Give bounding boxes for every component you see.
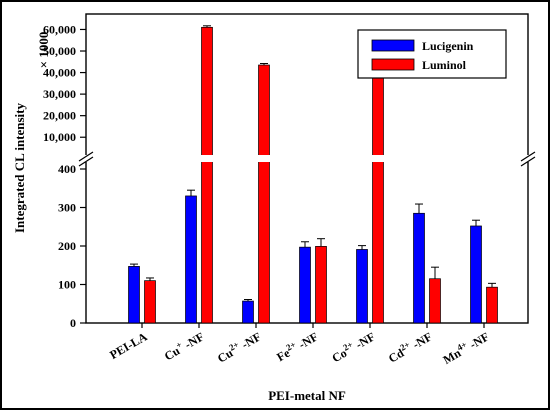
axis-break-mark [520, 156, 536, 167]
bar-lucigenin [356, 249, 368, 324]
x-category-label: Co2+ -NF [329, 328, 378, 366]
y-tick-label: 100 [58, 278, 76, 292]
chart-svg: 0 100 200 300 400 10,000 20,000 30,000 40,000 50,… [12, 13, 536, 403]
y-tick-label: 10,000 [43, 130, 76, 144]
axis-break [78, 151, 536, 167]
legend-swatch-luminol [371, 58, 415, 71]
x-category-label: Cd2+ -NF [385, 328, 435, 366]
bar-lucigenin [128, 266, 140, 324]
bar-luminol [315, 246, 327, 324]
y-tick-label: 20,000 [43, 109, 76, 123]
bar-luminol [372, 54, 384, 324]
y-tick-label: 40,000 [43, 66, 76, 80]
y-tick-label: 0 [70, 316, 76, 330]
bar-lucigenin [413, 212, 425, 324]
y-ticks: 0 100 200 300 400 10,000 20,000 30,000 40,000 50,… [43, 22, 86, 330]
axis-break-mark [520, 151, 536, 162]
legend-swatch-lucigenin [371, 39, 415, 52]
y-tick-label: 200 [58, 239, 76, 253]
multiplier-label: × 1000 [36, 32, 51, 69]
x-category-label: Cu+ -NF [161, 328, 207, 364]
y-tick-label: 300 [58, 201, 76, 215]
legend-label-luminol: Luminol [422, 58, 467, 72]
axis-break-mark [78, 156, 94, 167]
y-tick-label: 30,000 [43, 87, 76, 101]
bar-lucigenin [242, 300, 254, 324]
bar-luminol [429, 278, 441, 324]
axis-break-mark [78, 151, 94, 162]
bar-break-gap [257, 155, 271, 162]
y-tick-label: 400 [58, 162, 76, 176]
y-tick-label: 50,000 [43, 44, 76, 58]
y-tick-label: 60,000 [43, 22, 76, 36]
bar-lucigenin [299, 246, 311, 324]
x-category-label: Fe2+ -NF [273, 328, 320, 365]
x-axis-label: PEI-metal NF [268, 388, 346, 403]
x-category-label: Cu2+ -NF [214, 328, 264, 366]
bar-break-gap [371, 155, 385, 162]
x-category-label: PEI-LA [107, 329, 150, 362]
y-axis-label: Integrated CL intensity [12, 103, 27, 234]
bar-luminol [486, 286, 498, 324]
bar-luminol [201, 26, 213, 324]
bar-lucigenin [470, 225, 482, 324]
bars [128, 25, 498, 324]
bar-lucigenin [185, 195, 197, 324]
bar-break-gap [200, 155, 214, 162]
x-category-label: Mn4+ -NF [440, 328, 492, 367]
legend: Lucigenin Luminol [357, 29, 507, 79]
legend-label-lucigenin: Lucigenin [422, 39, 474, 53]
axis-break-gap [82, 155, 90, 162]
bar-luminol [144, 280, 156, 324]
axis-break-gap [524, 155, 532, 162]
bar-luminol [258, 64, 270, 324]
